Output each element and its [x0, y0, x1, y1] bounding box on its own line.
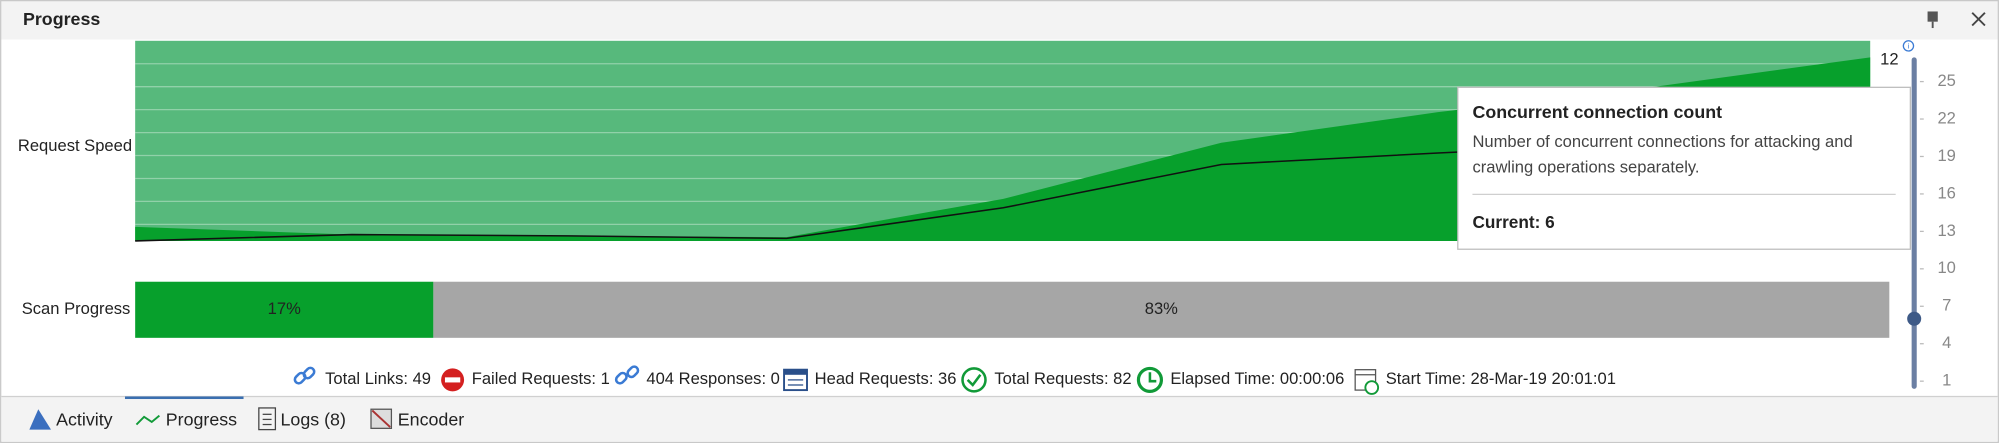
stat: Failed Requests: 1	[472, 369, 610, 388]
tab[interactable]: Encoder	[398, 409, 464, 429]
slider-tick-label: 16	[1937, 183, 1955, 202]
close-button[interactable]	[1971, 12, 1986, 27]
stat: 404 Responses: 0	[646, 369, 780, 388]
tab-icons	[29, 407, 393, 431]
tooltip-current: Current: 6	[1472, 212, 1554, 232]
tab[interactable]: Activity	[56, 409, 113, 429]
scan-progress-label: Scan Progress	[22, 299, 131, 318]
tooltip-description-line: crawling operations separately.	[1472, 158, 1699, 177]
stat-value: 0	[771, 369, 780, 388]
slider-tick-label: 1	[1942, 371, 1951, 390]
stat-value: 00:00:06	[1280, 369, 1344, 388]
speed-area	[135, 57, 1871, 241]
stat-value: 82	[1113, 369, 1131, 388]
tooltip-title: Concurrent connection count	[1472, 102, 1722, 122]
chart-label: Request Speed	[18, 136, 132, 155]
header-bar	[0, 0, 1999, 40]
stat-label: Elapsed Time:	[1170, 369, 1275, 388]
stat-label: Start Time:	[1386, 369, 1466, 388]
tab[interactable]: Progress	[166, 409, 237, 429]
pin-button[interactable]	[1927, 11, 1938, 29]
slider-track[interactable]	[1911, 57, 1917, 389]
progress-segment-label: 83%	[1145, 299, 1178, 318]
slider-tick-label: 4	[1942, 333, 1951, 352]
active-tab-indicator	[124, 396, 244, 400]
progress-segment	[135, 281, 434, 338]
stat-label: Total Links:	[325, 369, 408, 388]
top-value: 12	[1880, 49, 1898, 68]
stat: Total Requests: 82	[994, 369, 1131, 388]
stat-label: Head Requests:	[815, 369, 934, 388]
tab-bar	[1, 396, 1998, 442]
tooltip-current-value: 6	[1545, 212, 1555, 232]
stat: Head Requests: 36	[815, 369, 957, 388]
tooltip-description-line: Number of concurrent connections for att…	[1472, 132, 1852, 151]
tooltip-current-label: Current:	[1472, 212, 1540, 232]
stat-label: Total Requests:	[994, 369, 1108, 388]
stat: Elapsed Time: 00:00:06	[1170, 369, 1344, 388]
stat-label: Failed Requests:	[472, 369, 596, 388]
slider-tick-label: 10	[1937, 258, 1955, 277]
progress-segment	[433, 281, 1890, 338]
stat-value: 49	[413, 369, 431, 388]
stat: Total Links: 49	[325, 369, 431, 388]
slider-tick-label: 13	[1937, 221, 1955, 240]
info-icon[interactable]: i	[1902, 40, 1915, 52]
stat-value: 1	[601, 369, 610, 388]
slider-tick-label: 19	[1937, 146, 1955, 165]
panel-title: Progress	[23, 9, 100, 29]
slider-tick-label: 7	[1942, 296, 1951, 315]
stat-value: 36	[938, 369, 956, 388]
stat: Start Time: 28-Mar-19 20:01:01	[1386, 369, 1616, 388]
slider-tick-label: 22	[1937, 108, 1955, 127]
svg-text:i: i	[1908, 42, 1910, 51]
tab[interactable]: Logs (8)	[281, 409, 346, 429]
stat-label: 404 Responses:	[646, 369, 766, 388]
stat-icons	[293, 365, 1380, 395]
slider-thumb[interactable]	[1907, 311, 1922, 326]
stat-value: 28-Mar-19 20:01:01	[1470, 369, 1615, 388]
tooltip: Concurrent connection count Number of co…	[1457, 86, 1911, 250]
tooltip-box	[1457, 86, 1911, 250]
progress-segment-label: 17%	[268, 299, 301, 318]
slider-tick-label: 25	[1937, 71, 1955, 90]
